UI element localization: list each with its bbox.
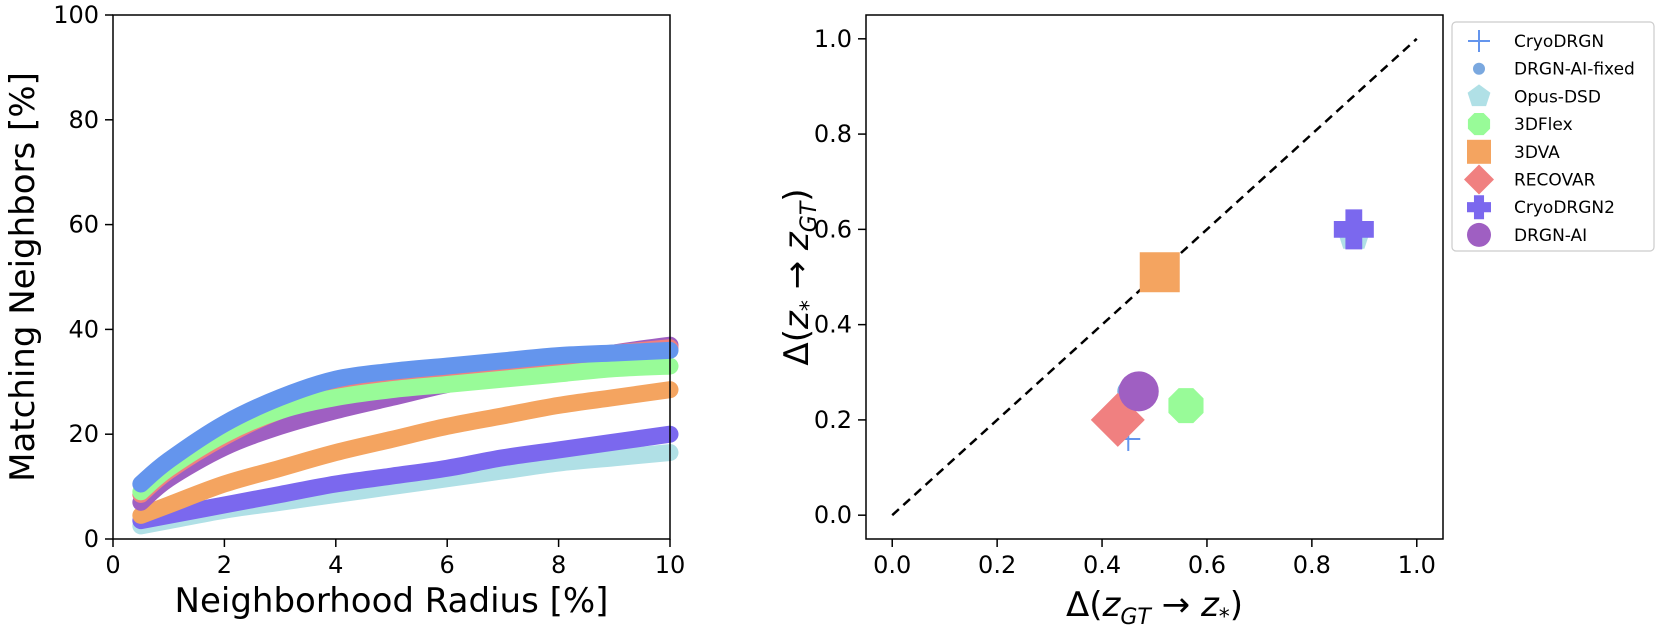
right-x-tick-label: 0.6 (1188, 551, 1226, 579)
right-y-ticks: 0.0 0.2 0.4 0.6 0.8 1.0 (814, 25, 866, 529)
right-x-ticks: 0.0 0.2 0.4 0.6 0.8 1.0 (873, 539, 1436, 579)
legend-label: DRGN-AI (1514, 226, 1587, 246)
left-series-cryodrgn (132, 341, 679, 493)
right-x-tick-label: 0.4 (1083, 551, 1121, 579)
legend-marker-cryodrgn2 (1467, 195, 1491, 220)
right-y-axis-label: Δ(z* → zGT) (777, 188, 822, 365)
left-y-tick-label: 20 (68, 420, 99, 448)
left-panel: 0 2 4 6 8 10 0 20 40 60 80 100 Neighborhood Radius… (3, 1, 685, 621)
left-plot-frame (112, 14, 671, 540)
legend-label: RECOVAR (1514, 171, 1596, 191)
legend-label: 3DVA (1514, 143, 1560, 163)
right-y-tick-label: 0.2 (814, 406, 852, 434)
left-x-tick-label: 0 (105, 551, 120, 579)
right-x-tick-label: 0.0 (873, 551, 911, 579)
left-x-axis-label: Neighborhood Radius [%] (175, 581, 609, 621)
legend-marker-drgn-ai-fixed (1473, 62, 1485, 75)
legend-marker-recovar (1464, 164, 1494, 195)
legend-marker-drgn-ai (1467, 222, 1491, 247)
left-y-tick-label: 100 (53, 1, 99, 29)
right-y-tick-label: 0.4 (814, 311, 852, 339)
right-plot-points (1090, 209, 1374, 451)
right-y-tick-label: 1.0 (814, 25, 852, 53)
left-y-tick-label: 40 (68, 315, 99, 343)
left-plot-curves (132, 336, 679, 535)
left-x-tick-label: 6 (440, 551, 455, 579)
legend-items: CryoDRGN DRGN-AI-fixed Opus-DSD 3DFlex 3DVA R… (1464, 30, 1635, 247)
legend-label: DRGN-AI-fixed (1514, 60, 1635, 80)
point-cryodrgn2 (1333, 209, 1374, 250)
left-y-tick-label: 0 (84, 525, 99, 553)
legend: CryoDRGN DRGN-AI-fixed Opus-DSD 3DFlex 3DVA R… (1451, 21, 1655, 252)
legend-label: Opus-DSD (1514, 87, 1601, 107)
right-panel: 0.0 0.2 0.4 0.6 0.8 1.0 0.0 0.2 0.4 0.6 0.8 1.0 Δ(… (777, 14, 1655, 630)
right-y-tick-label: 0.6 (814, 215, 852, 243)
reference-line (891, 37, 1418, 517)
right-y-tick-label: 0.0 (814, 501, 852, 529)
left-y-ticks: 0 20 40 60 80 100 (53, 1, 113, 553)
legend-marker-cryodrgn (1468, 30, 1490, 52)
right-x-tick-label: 0.2 (978, 551, 1016, 579)
left-series-cryodrgn2 (132, 425, 679, 530)
left-x-tick-label: 10 (655, 551, 686, 579)
legend-frame (1451, 21, 1655, 252)
right-y-tick-label: 0.8 (814, 120, 852, 148)
point-3dflex (1168, 388, 1204, 424)
legend-label: 3DFlex (1514, 115, 1573, 135)
right-reference-line-group (891, 37, 1418, 517)
point-3dva (1139, 252, 1180, 293)
legend-marker-3dflex (1467, 113, 1491, 136)
left-y-tick-label: 80 (68, 106, 99, 134)
left-x-tick-label: 2 (217, 551, 232, 579)
legend-label: CryoDRGN2 (1514, 198, 1615, 218)
legend-marker-opus-dsd (1467, 84, 1491, 107)
left-series-3dva (132, 381, 679, 524)
left-y-axis-label: Matching Neighbors [%] (3, 72, 43, 482)
left-x-tick-label: 8 (551, 551, 566, 579)
right-x-axis-label: Δ(zGT → z*) (1066, 585, 1243, 630)
right-plot-frame (865, 14, 1444, 540)
legend-label: CryoDRGN (1514, 32, 1604, 52)
left-x-tick-label: 4 (328, 551, 343, 579)
point-drgn-ai (1118, 371, 1159, 412)
right-x-tick-label: 0.8 (1293, 551, 1331, 579)
legend-marker-3dva (1467, 139, 1491, 164)
left-y-tick-label: 60 (68, 211, 99, 239)
right-x-tick-label: 1.0 (1398, 551, 1436, 579)
left-x-ticks: 0 2 4 6 8 10 (105, 539, 685, 579)
